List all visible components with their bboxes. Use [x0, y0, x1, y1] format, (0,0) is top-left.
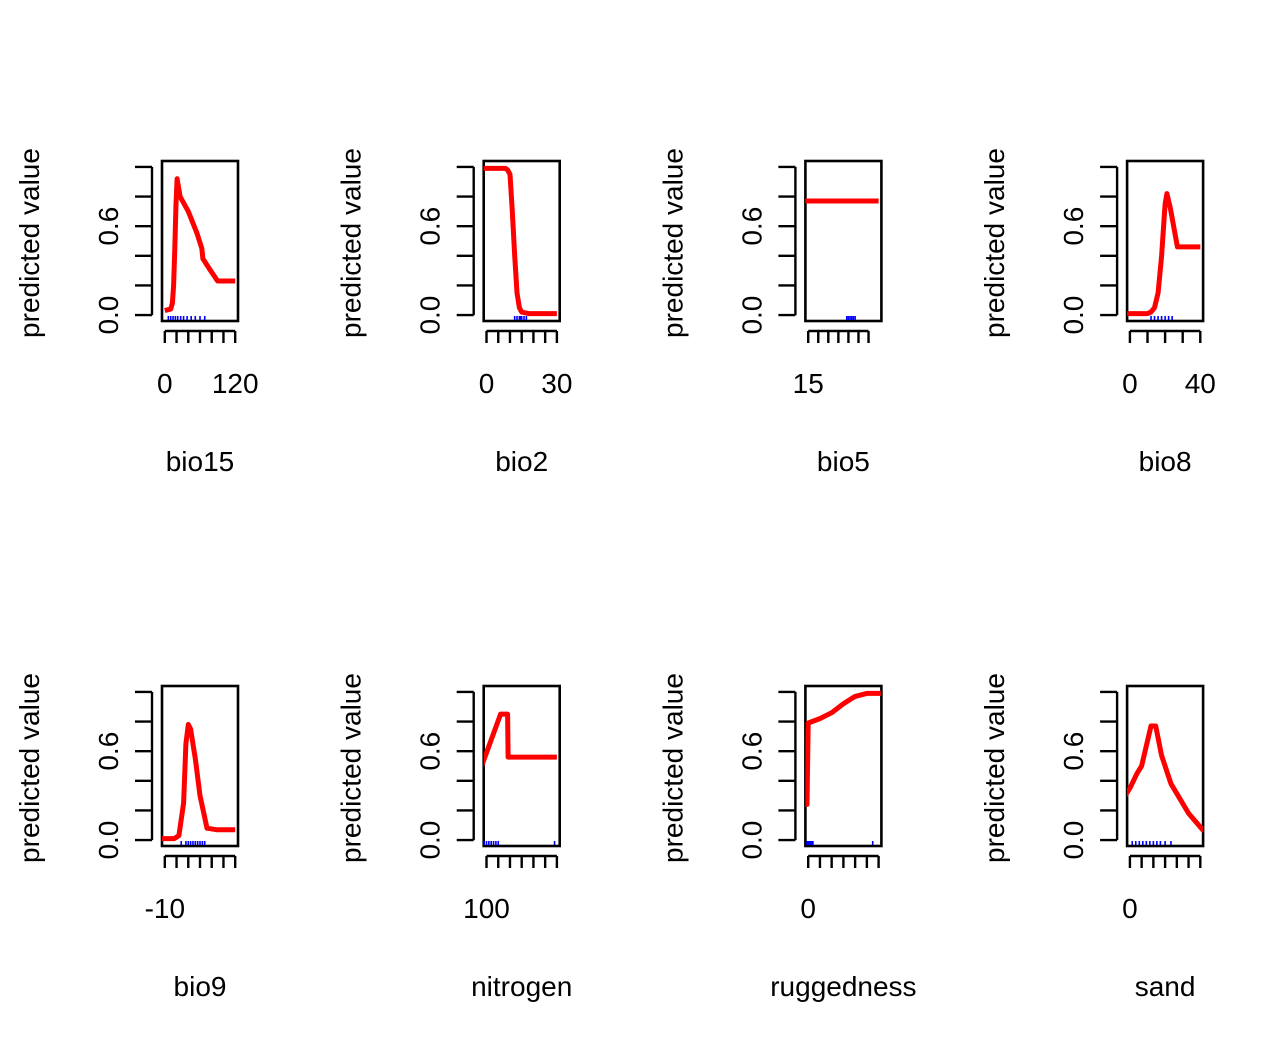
panel-nitrogen: 0.0 0.6 predicted value 100 nitrogen: [336, 673, 573, 1002]
x-axis-label: bio5: [817, 446, 870, 477]
x-axis-label: sand: [1135, 971, 1196, 1002]
plot-frame: [804, 684, 883, 848]
x-tick-label: 15: [793, 368, 824, 399]
x-tick-label: 100: [463, 893, 510, 924]
y-tick-label: 0.0: [736, 296, 767, 335]
rug-marks: [483, 841, 556, 845]
x-tick-label: 0: [1122, 893, 1138, 924]
y-tick-label: 0.6: [93, 732, 124, 771]
y-tick-label: 0.0: [415, 821, 446, 860]
response-curve: [483, 165, 557, 317]
rug-marks: [806, 841, 874, 845]
x-tick-label: -10: [145, 893, 185, 924]
x-axis-label: ruggedness: [770, 971, 916, 1002]
y-axis-label: predicted value: [657, 148, 688, 338]
y-axis-label: predicted value: [14, 673, 45, 863]
y-tick-label: 0.0: [415, 296, 446, 335]
y-tick-label: 0.0: [93, 821, 124, 860]
x-axis-label: bio8: [1139, 446, 1192, 477]
y-tick-label: 0.0: [1058, 296, 1089, 335]
rug-marks: [845, 316, 856, 320]
y-tick-label: 0.6: [415, 207, 446, 246]
rug-marks: [1131, 841, 1172, 845]
panel-sand: 0.0 0.6 predicted value 0 sand: [979, 673, 1205, 1002]
panel-bio9: 0.0 0.6 predicted value -10 bio9: [14, 673, 240, 1002]
y-axis-label: predicted value: [336, 673, 367, 863]
x-axis-label: bio15: [166, 446, 235, 477]
plot-frame: [482, 684, 562, 848]
y-axis-label: predicted value: [336, 148, 367, 338]
x-axis-label: bio2: [495, 446, 548, 477]
y-tick-label: 0.6: [736, 207, 767, 246]
y-tick-label: 0.6: [415, 732, 446, 771]
y-axis-label: predicted value: [14, 148, 45, 338]
plot-frame: [160, 159, 240, 323]
plot-frame: [804, 159, 883, 323]
response-curve: [1127, 191, 1201, 317]
panel-bio5: 0.0 0.6 predicted value 15 bio5: [657, 148, 883, 477]
x-tick-label: 0: [1122, 368, 1138, 399]
y-axis-label: predicted value: [657, 673, 688, 863]
rug-marks: [513, 316, 528, 320]
x-tick-label: 120: [212, 368, 259, 399]
panel-bio8: 0.0 0.6 predicted value 0 40 bio8: [979, 148, 1216, 477]
response-curve: [162, 722, 236, 842]
x-axis-label: bio9: [174, 971, 227, 1002]
y-tick-label: 0.6: [1058, 732, 1089, 771]
response-curve: [1127, 723, 1204, 833]
response-curve: [805, 690, 881, 807]
response-curve: [164, 176, 236, 314]
y-tick-label: 0.6: [1058, 207, 1089, 246]
y-tick-label: 0.0: [736, 821, 767, 860]
x-tick-label: 0: [800, 893, 816, 924]
x-axis-label: nitrogen: [471, 971, 572, 1002]
plot-frame: [160, 684, 240, 848]
y-axis-label: predicted value: [979, 148, 1010, 338]
x-tick-label: 0: [157, 368, 173, 399]
y-tick-label: 0.6: [736, 732, 767, 771]
plot-frame: [482, 159, 562, 323]
panel-bio15: 0.0 0.6 predicted value 0 120 bio15: [14, 148, 259, 477]
y-tick-label: 0.0: [93, 296, 124, 335]
plot-frame: [1125, 159, 1205, 323]
y-tick-label: 0.0: [1058, 821, 1089, 860]
x-tick-label: 0: [479, 368, 495, 399]
x-tick-label: 40: [1185, 368, 1216, 399]
y-tick-label: 0.6: [93, 207, 124, 246]
rug-marks: [167, 316, 206, 320]
x-tick-label: 30: [541, 368, 572, 399]
rug-marks: [1150, 316, 1173, 320]
panel-bio2: 0.0 0.6 predicted value 0 30 bio2: [336, 148, 573, 477]
response-curve: [483, 711, 557, 768]
plot-frame: [1125, 684, 1205, 848]
rug-marks: [180, 841, 206, 845]
panel-ruggedness: 0.0 0.6 predicted value 0 ruggedness: [657, 673, 916, 1002]
y-axis-label: predicted value: [979, 673, 1010, 863]
